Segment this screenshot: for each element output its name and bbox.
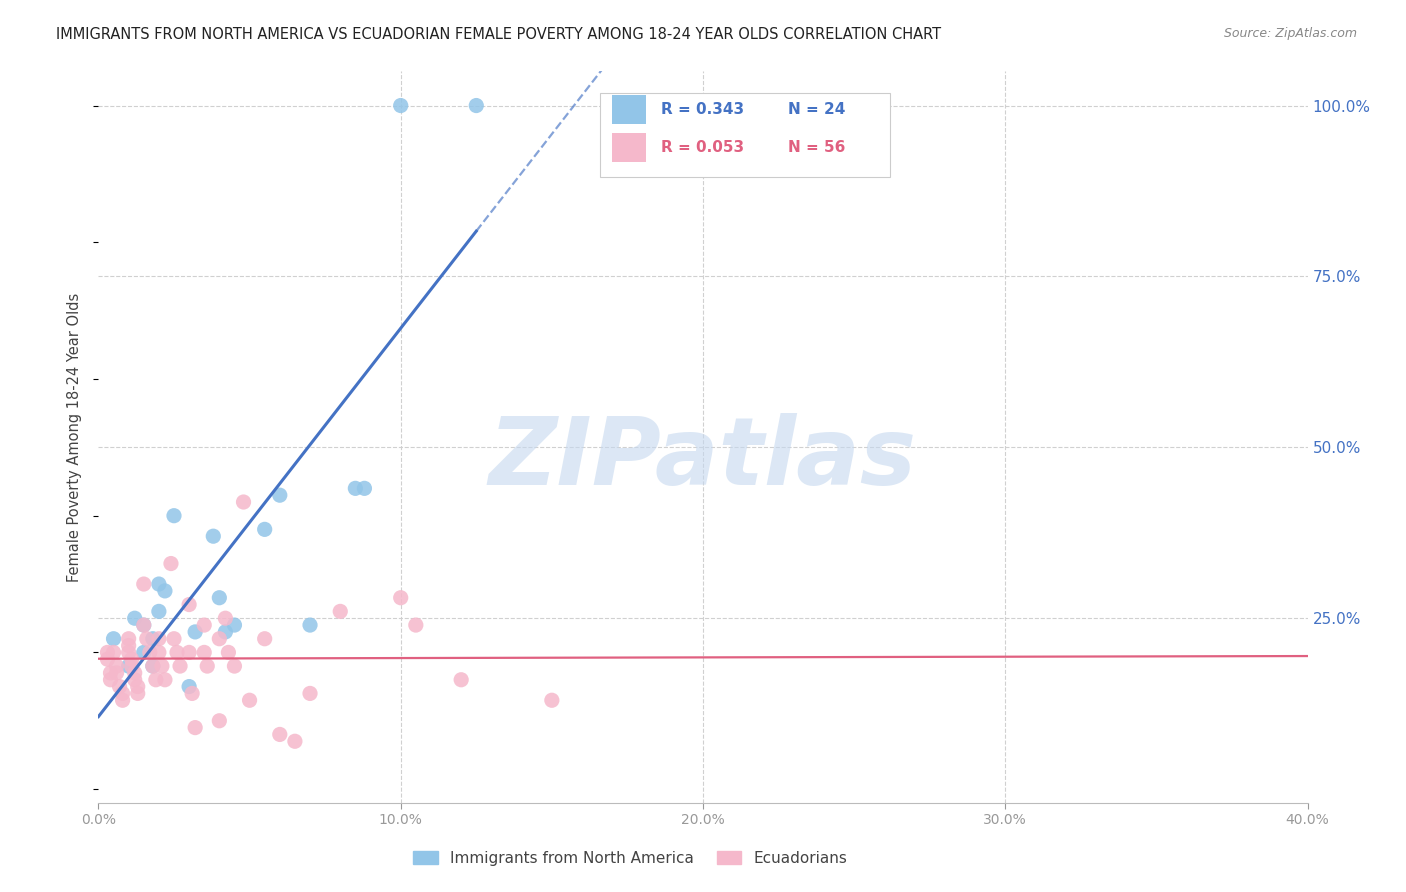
Point xyxy=(132,577,155,591)
Point xyxy=(299,686,322,700)
Point xyxy=(208,632,231,646)
Point xyxy=(329,604,352,618)
Text: IMMIGRANTS FROM NORTH AMERICA VS ECUADORIAN FEMALE POVERTY AMONG 18-24 YEAR OLDS: IMMIGRANTS FROM NORTH AMERICA VS ECUADOR… xyxy=(56,27,942,42)
Point xyxy=(121,652,143,666)
Point xyxy=(163,508,186,523)
Point xyxy=(253,632,276,646)
Point xyxy=(127,686,149,700)
Text: Source: ZipAtlas.com: Source: ZipAtlas.com xyxy=(1223,27,1357,40)
Point xyxy=(202,529,225,543)
Y-axis label: Female Poverty Among 18-24 Year Olds: Female Poverty Among 18-24 Year Olds xyxy=(67,293,83,582)
Point xyxy=(284,734,307,748)
Point xyxy=(389,98,412,112)
Point xyxy=(208,714,231,728)
Point xyxy=(153,583,176,598)
Point xyxy=(217,645,239,659)
Point xyxy=(124,665,146,680)
Point xyxy=(232,495,254,509)
Point xyxy=(142,659,165,673)
Point xyxy=(193,618,215,632)
Bar xyxy=(600,94,890,178)
Point xyxy=(100,665,122,680)
Point xyxy=(169,659,191,673)
Point xyxy=(100,673,122,687)
Point xyxy=(179,645,201,659)
Point xyxy=(224,618,246,632)
Bar xyxy=(613,95,647,124)
Point xyxy=(184,721,207,735)
Point xyxy=(124,611,146,625)
Point xyxy=(148,604,170,618)
Point xyxy=(118,645,141,659)
Point xyxy=(450,673,472,687)
Point xyxy=(269,727,291,741)
Point xyxy=(193,645,215,659)
Point xyxy=(214,624,236,639)
Point xyxy=(148,645,170,659)
Point xyxy=(214,611,236,625)
Point xyxy=(103,632,125,646)
Point xyxy=(142,659,165,673)
Point xyxy=(179,598,201,612)
Point xyxy=(118,659,141,673)
Point xyxy=(344,481,367,495)
Point xyxy=(181,686,204,700)
Text: ZIPatlas: ZIPatlas xyxy=(489,413,917,505)
Point xyxy=(142,632,165,646)
Legend: Immigrants from North America, Ecuadorians: Immigrants from North America, Ecuadoria… xyxy=(408,845,853,872)
Point xyxy=(269,488,291,502)
Point xyxy=(111,693,134,707)
Point xyxy=(105,665,128,680)
Point xyxy=(353,481,375,495)
Point xyxy=(118,639,141,653)
Point xyxy=(160,557,183,571)
Point xyxy=(153,673,176,687)
Point xyxy=(540,693,562,707)
Point xyxy=(389,591,412,605)
Point xyxy=(208,591,231,605)
Point xyxy=(132,618,155,632)
Point xyxy=(132,645,155,659)
Text: R = 0.343: R = 0.343 xyxy=(661,103,744,117)
Point xyxy=(224,659,246,673)
Point xyxy=(239,693,262,707)
Point xyxy=(150,659,173,673)
Point xyxy=(103,645,125,659)
Point xyxy=(108,680,131,694)
Point xyxy=(184,624,207,639)
Point xyxy=(121,659,143,673)
Point xyxy=(253,522,276,536)
Point xyxy=(148,577,170,591)
Bar xyxy=(613,133,647,162)
Point xyxy=(166,645,188,659)
Point xyxy=(145,673,167,687)
Point xyxy=(163,632,186,646)
Point xyxy=(299,618,322,632)
Point xyxy=(111,686,134,700)
Point xyxy=(127,680,149,694)
Point xyxy=(118,632,141,646)
Point xyxy=(105,659,128,673)
Point xyxy=(148,632,170,646)
Text: N = 24: N = 24 xyxy=(787,103,845,117)
Point xyxy=(96,652,118,666)
Text: N = 56: N = 56 xyxy=(787,140,845,155)
Point xyxy=(179,680,201,694)
Point xyxy=(132,618,155,632)
Point xyxy=(124,673,146,687)
Point xyxy=(139,645,162,659)
Point xyxy=(96,645,118,659)
Point xyxy=(195,659,218,673)
Point xyxy=(405,618,427,632)
Text: R = 0.053: R = 0.053 xyxy=(661,140,744,155)
Point xyxy=(135,632,157,646)
Point xyxy=(465,98,488,112)
